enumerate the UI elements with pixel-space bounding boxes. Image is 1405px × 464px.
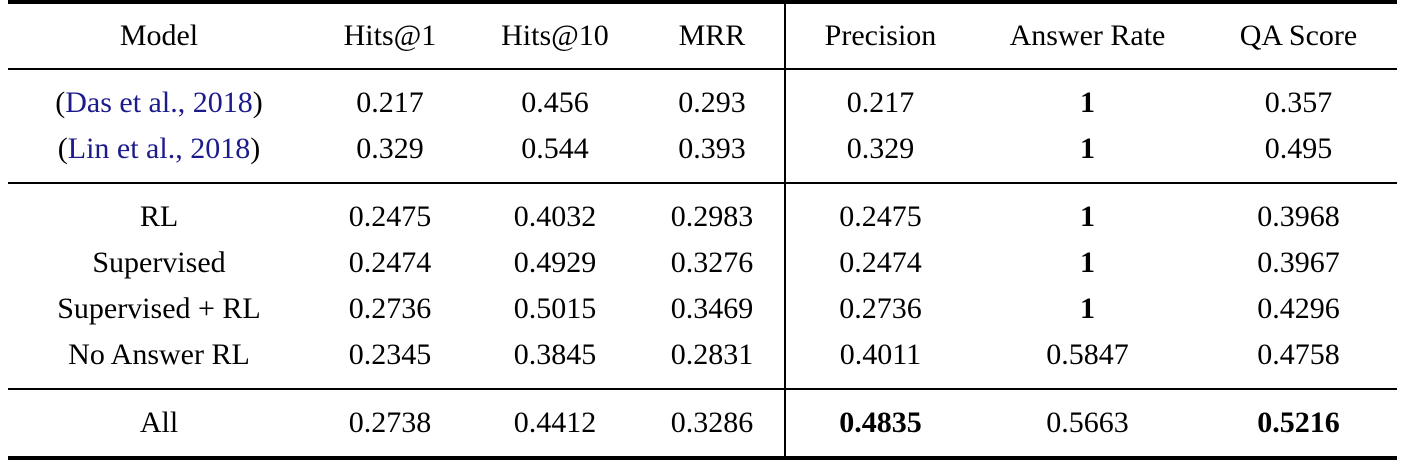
col-header-model: Model [8,2,310,70]
table-row: Supervised + RL 0.2736 0.5015 0.3469 0.2736 1… [8,286,1397,332]
cell-model: RL [139,200,179,233]
group-proposed-models: RL 0.2475 0.4032 0.2983 0.2475 1 0.3968 Supervi… [8,183,1397,390]
cell-hits1: 0.2475 [348,200,432,233]
col-header-hits1: Hits@1 [309,2,470,70]
cell-mrr: 0.3276 [670,246,754,279]
cell-hits1: 0.2474 [348,246,432,279]
cell-precision: 0.4835 [783,389,975,458]
cell-hits1: 0.2736 [348,292,432,325]
cell-hits10: 0.4412 [513,406,597,439]
cell-mrr: 0.3469 [670,292,754,325]
cell-mrr: 0.3286 [670,406,754,439]
cell-hits10: 0.544 [469,126,640,184]
cell-hits1: 0.2345 [309,332,470,390]
cell-model: No Answer RL [8,332,310,390]
cell-model: (Lin et al., 2018) [8,126,310,184]
cell-model: Supervised [92,246,226,279]
table-row: No Answer RL 0.2345 0.3845 0.2831 0.4011 0.58… [8,332,1397,390]
group-combined-model: All 0.2738 0.4412 0.3286 0.4835 0.5663 0.5216 [8,389,1397,458]
cell-hits1: 0.2738 [348,406,432,439]
table-header: Model Hits@1 Hits@10 MRR Precision Answer Rat… [8,2,1397,70]
col-header-precision: Precision [783,2,975,70]
col-header-mrr: MRR [639,2,785,70]
cell-qa_score: 0.5216 [1257,406,1340,439]
group-baseline-models: (Das et al., 2018) 0.217 0.456 0.293 0.217 1 0… [8,69,1397,184]
cell-model: All [139,406,179,439]
table-row: (Das et al., 2018) 0.217 0.456 0.293 0.217 1 0… [8,69,1397,126]
citation-paren-open: ( [57,132,68,165]
results-table: Model Hits@1 Hits@10 MRR Precision Answer Rat… [8,0,1397,460]
cell-precision: 0.2736 [783,286,975,332]
cell-model: Supervised + RL [57,292,261,325]
cell-mrr: 0.393 [639,126,785,184]
cell-qa_score: 0.495 [1199,126,1397,184]
cell-hits10: 0.3845 [469,332,640,390]
cell-mrr: 0.2831 [639,332,785,390]
cell-qa_score: 0.3967 [1257,246,1340,279]
citation-paren-close: ) [252,86,263,119]
cell-precision: 0.2475 [783,183,975,240]
cell-qa_score: 0.357 [1264,86,1333,119]
table-row: All 0.2738 0.4412 0.3286 0.4835 0.5663 0.5216 [8,389,1397,458]
cell-hits10: 0.4929 [513,246,597,279]
cell-hits10: 0.4032 [513,200,597,233]
cell-hits1: 0.329 [309,126,470,184]
citation-link[interactable]: Das et al., 2018 [65,86,253,119]
table-row: Supervised 0.2474 0.4929 0.3276 0.2474 1 0.396… [8,240,1397,286]
cell-answer_rate: 1 [1079,246,1095,279]
col-header-answer_rate: Answer Rate [974,2,1200,70]
col-header-qa_score: QA Score [1199,2,1397,70]
cell-answer_rate: 1 [1079,200,1095,233]
cell-hits10: 0.456 [521,86,589,119]
cell-mrr: 0.2983 [670,200,754,233]
col-header-hits10: Hits@10 [469,2,640,70]
citation-link[interactable]: Lin et al., 2018 [67,132,251,165]
cell-answer_rate: 0.5847 [974,332,1200,390]
cell-answer_rate: 0.5663 [1046,406,1129,439]
cell-precision: 0.2474 [783,240,975,286]
table-row: (Lin et al., 2018) 0.329 0.544 0.393 0.329 1 0… [8,126,1397,184]
cell-qa_score: 0.3968 [1257,200,1340,233]
citation-paren-open: ( [55,86,66,119]
cell-answer_rate: 1 [1079,292,1095,325]
cell-answer_rate: 1 [974,126,1200,184]
cell-precision: 0.329 [783,126,975,184]
header-row: Model Hits@1 Hits@10 MRR Precision Answer Rat… [8,2,1397,70]
cell-hits10: 0.5015 [513,292,597,325]
cell-model: (Das et al., 2018) [8,69,310,126]
cell-mrr: 0.293 [678,86,746,119]
citation-paren-close: ) [250,132,261,165]
cell-precision: 0.4011 [783,332,975,390]
cell-precision: 0.217 [783,69,975,126]
table-row: RL 0.2475 0.4032 0.2983 0.2475 1 0.3968 [8,183,1397,240]
cell-qa_score: 0.4758 [1199,332,1397,390]
cell-qa_score: 0.4296 [1257,292,1340,325]
cell-hits1: 0.217 [356,86,424,119]
cell-answer_rate: 1 [1079,86,1095,119]
